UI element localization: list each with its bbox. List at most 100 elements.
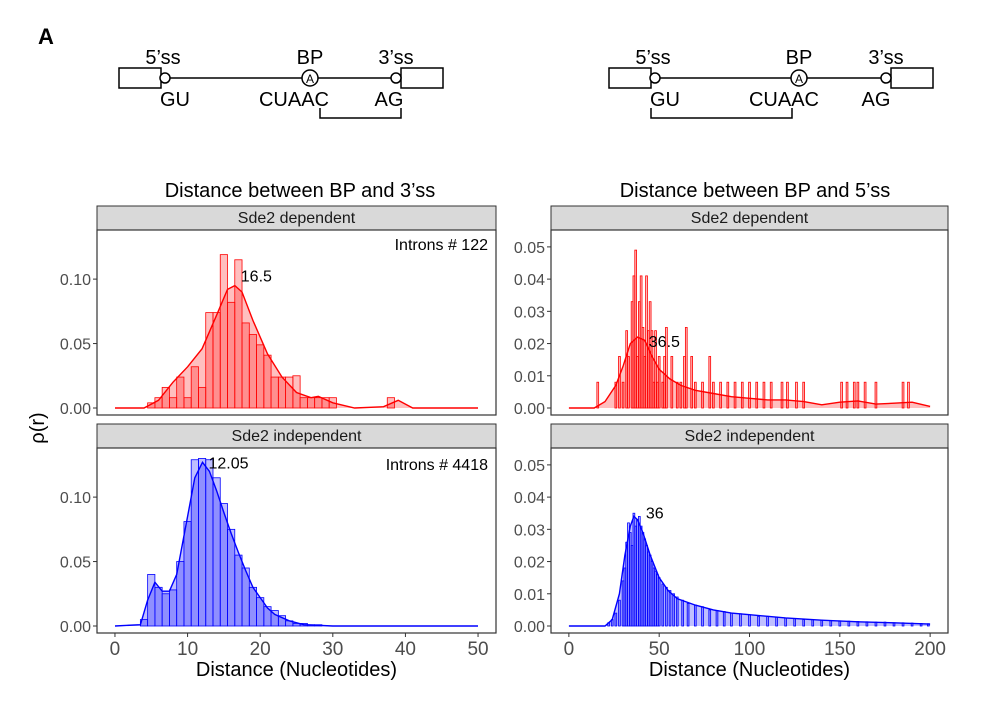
- intron-diagram-bp-3ss: A 5’ss BP 3’ss GU CUAAC AG: [118, 47, 444, 119]
- y-tick-label: 0.00: [514, 401, 545, 418]
- histogram-bar: [650, 330, 654, 409]
- strip-background: [96, 423, 497, 449]
- histogram-bar: [665, 327, 668, 409]
- exon-box-right: [890, 67, 934, 89]
- y-axis-label: ρ(r): [27, 412, 49, 443]
- strip-background: [550, 205, 949, 231]
- histogram-bar: [661, 583, 665, 627]
- y-tick-label: 0.10: [60, 272, 91, 289]
- label-3ss: 3’ss: [868, 47, 903, 69]
- strip-label: Sde2 dependent: [691, 210, 809, 227]
- histogram-bar: [874, 381, 878, 409]
- y-tick-label: 0.02: [514, 555, 545, 572]
- histogram-bar: [863, 381, 867, 409]
- histogram-bar: [762, 381, 766, 409]
- histogram-bar: [901, 381, 905, 409]
- histogram-bar: [726, 381, 730, 409]
- histogram-bar: [596, 381, 600, 409]
- x-tick-label: 50: [649, 639, 670, 660]
- x-tick-label: 200: [914, 639, 946, 660]
- 3ss-circle: [880, 72, 892, 84]
- bp-circle: [790, 69, 808, 87]
- column-title-bp-3ss: Distance between BP and 3’ss: [165, 180, 436, 202]
- histogram-bar: [621, 381, 625, 409]
- strip-label: Sde2 independent: [685, 428, 815, 445]
- x-axis-label: Distance (Nucleotides): [196, 659, 397, 681]
- density-area: [115, 462, 478, 626]
- label-ag: AG: [375, 89, 404, 111]
- histogram-bar: [657, 356, 661, 409]
- strip-background: [550, 423, 949, 449]
- histogram-bar: [675, 596, 679, 627]
- x-tick-label: 0: [564, 639, 575, 660]
- label-5ss: 5’ss: [635, 47, 670, 69]
- histogram-bar: [176, 376, 185, 409]
- label-bp: BP: [786, 47, 813, 69]
- distance-bracket: [319, 108, 402, 119]
- x-tick-label: 40: [395, 639, 416, 660]
- density-area: [568, 337, 931, 408]
- peak-label: 16.5: [241, 269, 272, 286]
- x-tick-label: 10: [177, 639, 198, 660]
- x-tick-label: 0: [110, 639, 121, 660]
- exon-box-left: [608, 67, 652, 89]
- y-tick-label: 0.03: [514, 304, 545, 321]
- label-ag: AG: [862, 89, 891, 111]
- histogram-bar: [840, 381, 843, 409]
- histogram-bar: [852, 381, 856, 409]
- peak-label: 36.5: [649, 334, 680, 351]
- peak-label: 12.05: [208, 455, 248, 472]
- peak-label: 36: [646, 505, 664, 522]
- y-tick-label: 0.02: [514, 337, 545, 354]
- histogram-bar: [845, 381, 849, 409]
- y-tick-label: 0.05: [514, 458, 545, 475]
- histogram-bar: [856, 381, 860, 409]
- x-axis-label: Distance (Nucleotides): [649, 659, 850, 681]
- x-tick-label: 100: [734, 639, 766, 660]
- histogram-bar: [618, 356, 621, 409]
- bp-symbol: A: [306, 72, 314, 86]
- intron-diagram-bp-5ss: A 5’ss BP 3’ss GU CUAAC AG: [608, 47, 934, 119]
- strip-label: Sde2 independent: [232, 428, 362, 445]
- histogram-bar: [686, 603, 690, 627]
- x-tick-label: 150: [824, 639, 856, 660]
- 5ss-circle: [649, 72, 661, 84]
- histogram-bar: [786, 381, 789, 409]
- strip-label: Sde2 dependent: [238, 210, 356, 227]
- histogram-bar: [694, 381, 697, 409]
- y-tick-label: 0.00: [514, 619, 545, 636]
- histogram-bar: [690, 356, 693, 409]
- 3ss-circle: [390, 72, 402, 84]
- y-tick-label: 0.01: [514, 587, 545, 604]
- y-tick-label: 0.00: [60, 401, 91, 418]
- distance-bracket: [650, 108, 793, 119]
- intron-count-annotation: Introns # 122: [395, 237, 489, 254]
- panel-border: [96, 447, 497, 634]
- panel-top-right: Sde2 dependent 0.00 0.01 0.02 0.03 0.04 0.05 36…: [514, 205, 949, 418]
- histogram-bar: [701, 381, 704, 409]
- x-tick-label: 30: [322, 639, 343, 660]
- bp-symbol: A: [795, 72, 803, 86]
- density-area: [568, 516, 931, 626]
- intron-count-annotation: Introns # 4418: [386, 457, 488, 474]
- histogram-bar: [627, 356, 630, 409]
- y-tick-label: 0.04: [514, 490, 545, 507]
- histogram-bar: [795, 381, 798, 409]
- histogram-bar: [802, 381, 805, 409]
- density-line: [115, 284, 478, 409]
- y-tick-label: 0.01: [514, 369, 545, 386]
- histogram-bar: [907, 381, 910, 409]
- histogram-bar: [733, 381, 737, 409]
- density-line: [568, 515, 931, 627]
- histogram-bar: [654, 330, 657, 409]
- histogram-bar: [618, 599, 621, 627]
- bp-circle: [301, 69, 319, 87]
- exon-box-left: [118, 67, 162, 89]
- label-bp: BP: [297, 47, 324, 69]
- y-tick-label: 0.00: [60, 619, 91, 636]
- strip-background: [96, 205, 497, 231]
- label-cuaac: CUAAC: [259, 89, 329, 111]
- x-tick-label: 20: [250, 639, 271, 660]
- panel-border: [550, 447, 949, 634]
- histogram-bar: [748, 381, 751, 409]
